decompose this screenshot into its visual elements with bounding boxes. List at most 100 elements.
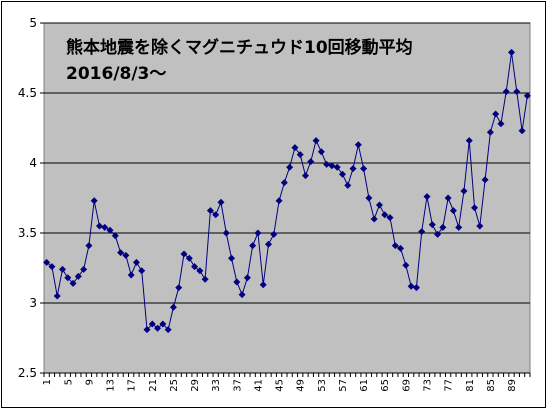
data-point	[513, 88, 521, 96]
data-point	[180, 250, 188, 258]
x-tick-label: 73	[422, 379, 433, 392]
data-point	[312, 137, 320, 145]
data-point	[307, 158, 315, 166]
data-point	[196, 267, 204, 275]
data-point	[492, 110, 500, 118]
data-point	[323, 160, 331, 168]
data-point	[375, 201, 383, 209]
data-point	[206, 207, 214, 215]
data-point	[275, 197, 283, 205]
data-point	[434, 230, 442, 238]
data-point	[402, 261, 410, 269]
data-point	[370, 215, 378, 223]
data-point	[460, 187, 468, 195]
data-point	[212, 211, 220, 219]
y-tick-label: 3	[29, 296, 37, 310]
x-tick-label: 69	[401, 379, 412, 392]
data-point	[80, 265, 88, 273]
x-tick-label: 89	[507, 379, 518, 392]
data-point	[43, 258, 51, 266]
x-axis: 1 5 9 13 17 21 25 29 33 37 41 45 49 53 57 61 65 69 73 77 81 8…	[42, 372, 531, 392]
data-point	[217, 198, 225, 206]
data-point	[259, 281, 267, 289]
series-line	[46, 52, 528, 331]
data-point	[481, 176, 489, 184]
data-point	[508, 48, 516, 56]
data-point	[360, 165, 368, 173]
data-point	[101, 223, 109, 231]
data-point	[523, 92, 531, 100]
data-point	[106, 226, 114, 234]
data-point	[412, 284, 420, 292]
data-point	[117, 249, 125, 257]
data-point	[286, 163, 294, 171]
data-point	[122, 251, 130, 259]
data-point	[354, 141, 362, 149]
x-tick-label: 81	[465, 379, 476, 392]
y-axis: 2.5 3 3.5 4 4.5 5	[18, 16, 44, 380]
x-tick-label: 49	[296, 379, 307, 392]
data-point	[328, 162, 336, 170]
data-point	[228, 254, 236, 262]
x-tick-label: 37	[232, 379, 243, 392]
y-tick-label: 2.5	[18, 366, 37, 380]
x-tick-label: 13	[106, 379, 117, 392]
data-point	[291, 144, 299, 152]
data-point	[365, 194, 373, 202]
data-point	[249, 242, 257, 250]
data-point	[449, 207, 457, 215]
data-point	[386, 214, 394, 222]
data-point	[381, 211, 389, 219]
x-tick-label: 41	[253, 379, 264, 392]
data-point	[486, 128, 494, 136]
x-tick-label: 29	[190, 379, 201, 392]
x-tick-label: 53	[317, 379, 328, 392]
data-point	[391, 242, 399, 250]
data-point	[349, 165, 357, 173]
data-point	[418, 228, 426, 236]
data-point	[397, 244, 405, 252]
data-point	[518, 127, 526, 135]
data-point	[444, 194, 452, 202]
data-point	[280, 179, 288, 187]
x-tick-label: 5	[63, 379, 74, 385]
chart-title-line1: 熊本地震を除くマグニチュウド10回移動平均	[66, 37, 413, 58]
data-point	[148, 320, 156, 328]
x-tick-label: 21	[148, 379, 159, 392]
data-point	[58, 265, 66, 273]
data-point	[254, 229, 262, 237]
data-point	[164, 326, 172, 334]
data-point	[143, 326, 151, 334]
data-series	[43, 48, 531, 334]
data-point	[169, 303, 177, 311]
y-tick-label: 4	[29, 156, 37, 170]
data-point	[64, 274, 72, 282]
data-point	[222, 229, 230, 237]
gridlines	[44, 22, 530, 304]
data-point	[465, 137, 473, 145]
x-tick-label: 85	[486, 379, 497, 392]
data-point	[455, 223, 463, 231]
data-point	[301, 172, 309, 180]
x-tick-label: 45	[275, 379, 286, 392]
y-tick-label: 4.5	[18, 86, 37, 100]
x-tick-label: 33	[211, 379, 222, 392]
data-point	[127, 271, 135, 279]
y-tick-label: 3.5	[18, 226, 37, 240]
data-point	[333, 163, 341, 171]
data-point	[85, 242, 93, 250]
data-point	[407, 282, 415, 290]
data-point	[471, 204, 479, 212]
data-point	[476, 222, 484, 230]
x-tick-label: 65	[380, 379, 391, 392]
data-point	[111, 232, 119, 240]
data-point	[344, 181, 352, 189]
x-tick-label: 25	[169, 379, 180, 392]
data-point	[191, 263, 199, 271]
x-tick-label: 77	[444, 379, 455, 392]
data-point	[185, 254, 193, 262]
data-point	[296, 151, 304, 159]
data-point	[502, 88, 510, 96]
data-point	[138, 267, 146, 275]
data-point	[238, 291, 246, 299]
